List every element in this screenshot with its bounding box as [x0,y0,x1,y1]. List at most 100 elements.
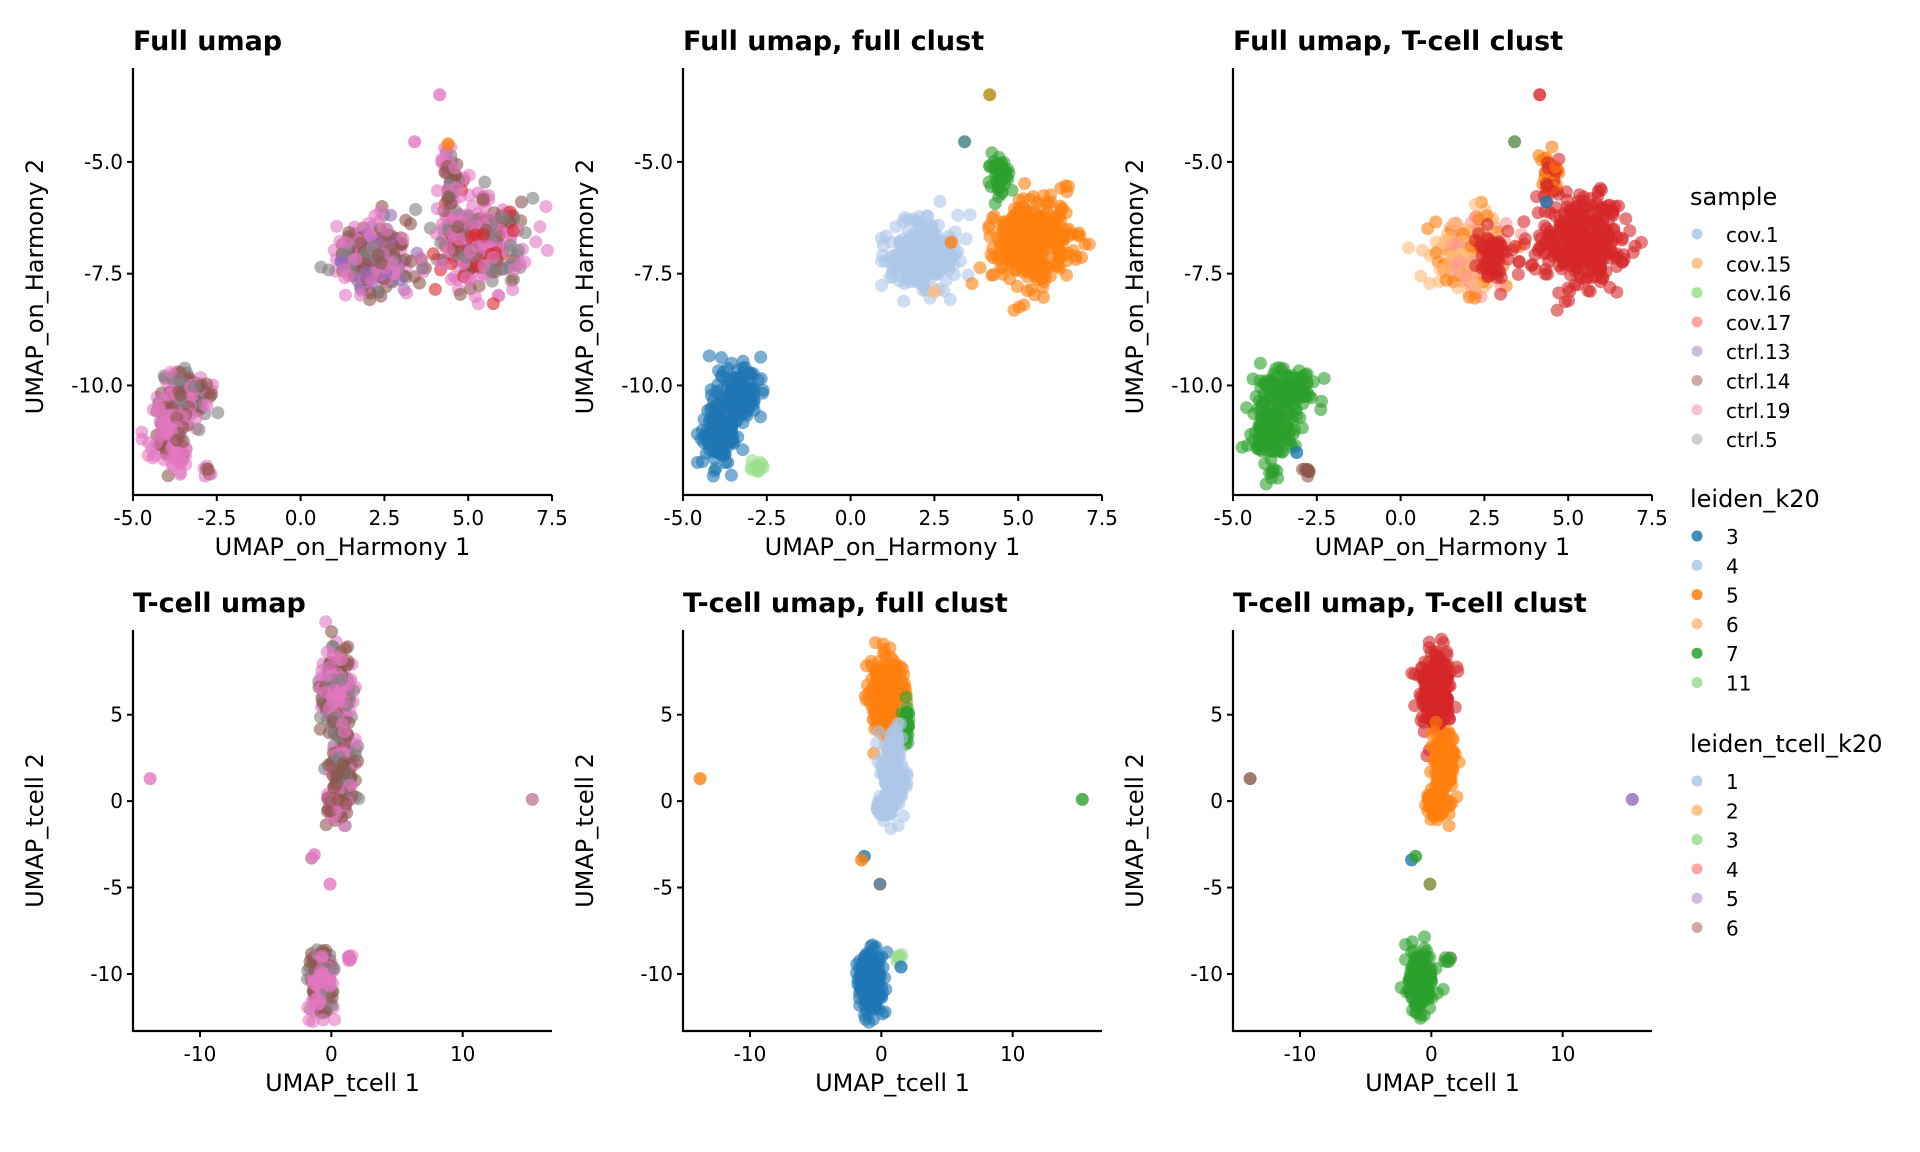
data-point [691,456,704,469]
x-tick-label: -5.0 [663,506,702,530]
data-point [959,232,973,246]
x-tick-label: 2.5 [1468,506,1500,530]
data-point [1494,287,1508,301]
data-point [1023,219,1037,233]
data-point [1462,290,1476,304]
data-point [152,399,166,413]
data-point [1619,212,1633,226]
data-point [1634,235,1648,249]
data-point [1517,215,1531,229]
data-point [428,282,442,296]
data-point [1235,440,1249,454]
data-point [308,993,322,1007]
data-point [895,674,909,688]
data-point [943,293,957,306]
x-tick-label: -5.0 [1213,506,1252,530]
data-point [504,239,518,252]
panel: T-cell umap, full clust-10 0 1050-5-10UMAP… [571,588,1102,1097]
data-point [319,669,333,682]
x-tick-label: 5.0 [1002,506,1034,530]
data-point [862,1015,876,1029]
outlier-point [1533,88,1547,102]
data-point [328,1013,342,1027]
x-tick-label: -2.5 [197,506,236,530]
outlier-point [1290,446,1304,459]
data-point [1017,298,1031,312]
outlier-point [441,137,455,151]
data-point [1017,260,1031,273]
data-point [460,271,474,285]
data-point [890,248,904,262]
data-point [736,443,750,457]
y-tick-label: 5 [660,703,673,727]
data-point [925,237,939,251]
data-point [1433,787,1447,801]
data-point [327,962,341,976]
data-point [1044,188,1057,202]
x-tick-label: -5.0 [113,506,152,530]
data-point [339,288,352,302]
data-point [1009,219,1023,233]
data-point [893,717,907,731]
data-point [359,265,373,279]
data-point [1429,246,1443,260]
panel-title: Full umap, T-cell clust [1233,26,1563,57]
data-point [1420,987,1434,1001]
data-point [1053,261,1067,275]
y-tick-label: 5 [110,703,123,727]
data-point [449,181,462,195]
data-point [1418,930,1431,944]
data-point [451,220,465,234]
data-point [891,731,905,745]
y-axis-label: UMAP_tcell 2 [571,753,599,908]
data-point [932,218,945,232]
data-point [879,690,893,704]
data-point [157,453,171,467]
data-point [1593,243,1607,257]
data-point [723,435,737,449]
panel-grid: Full umap-5.0 -2.5 0.0 2.5 5.0 7.5-5.0-7.5-10… [21,26,1668,1097]
data-point [506,273,520,286]
data-point [723,401,737,415]
data-point [1436,982,1450,996]
data-point [1265,428,1279,442]
data-point [1511,267,1525,281]
data-point [413,251,427,265]
y-axis-label: UMAP_on_Harmony 2 [1121,159,1149,415]
data-point [337,766,351,780]
data-point [345,949,359,963]
x-tick-label: -10 [734,1042,767,1066]
x-tick-label: 0.0 [285,506,317,530]
x-tick-label: 0.0 [835,506,867,530]
outlier-point [307,848,321,862]
data-point [1496,244,1510,257]
data-point [1399,938,1413,951]
data-point [851,977,865,991]
data-point [320,804,334,818]
data-point [1435,632,1448,646]
data-point [463,245,477,259]
y-tick-label: 0 [660,789,673,813]
data-point [1276,362,1290,375]
data-point [877,806,890,820]
data-point [430,202,444,216]
data-point [1453,255,1467,269]
x-axis-label: UMAP_tcell 1 [265,1069,420,1097]
data-point [453,287,467,301]
data-point [1266,417,1280,431]
panel: T-cell umap, T-cell clust-10 0 1050-5-10UM… [1121,588,1652,1097]
data-point [869,636,882,650]
data-point [890,756,904,770]
data-point [327,683,341,697]
data-point [951,208,965,222]
y-tick-label: -5 [653,876,673,900]
data-point [864,967,878,981]
data-point [1603,281,1617,294]
data-point [1275,396,1289,410]
data-point [396,232,410,246]
data-point [1480,257,1494,271]
data-point [1062,179,1075,193]
data-point [1268,380,1282,394]
panel-title: Full umap, full clust [683,26,984,57]
